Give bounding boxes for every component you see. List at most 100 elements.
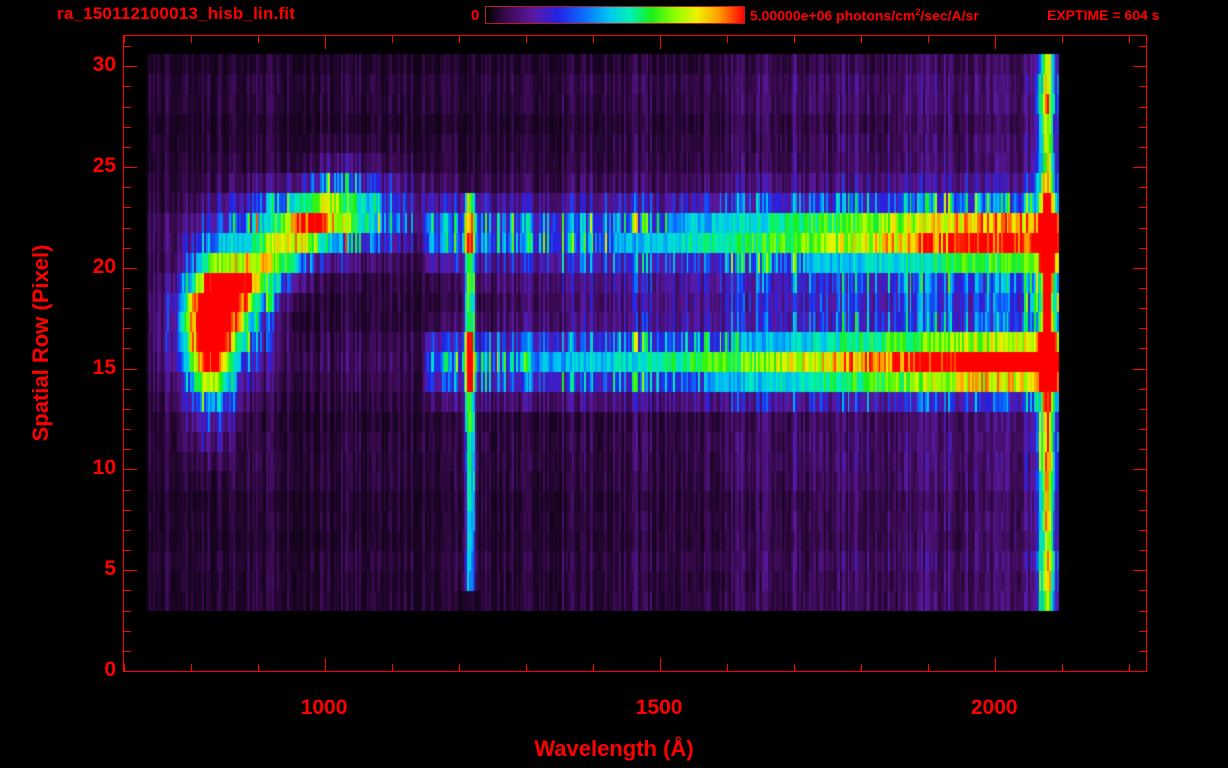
x-axis-tick-labels: 1000 1500 2000 (123, 697, 1147, 723)
x-tick-major-top (325, 36, 327, 49)
y-tick-minor (124, 449, 131, 451)
y-tick-minor-right (1139, 247, 1146, 249)
y-tick-minor (124, 489, 131, 491)
y-tick-major-right (1133, 570, 1146, 572)
colorbar-units-post: /sec/A/sr (920, 7, 979, 24)
y-tick-minor (124, 328, 131, 330)
x-tick-minor (191, 664, 193, 671)
x-tick-minor-top (191, 36, 193, 43)
y-tick-minor-right (1139, 207, 1146, 209)
y-tick-minor-right (1139, 86, 1146, 88)
y-tick-major-right (1133, 469, 1146, 471)
y-tick-minor-right (1139, 529, 1146, 531)
spectrogram-image (124, 36, 1146, 671)
y-tick-minor (124, 509, 131, 511)
x-tick-minor (459, 664, 461, 671)
y-tick-minor (124, 46, 131, 48)
colorbar-min-label: 0 (471, 7, 480, 24)
y-tick-minor (124, 590, 131, 592)
y-tick-label: 30 (92, 53, 116, 77)
y-tick-label: 15 (92, 355, 116, 379)
y-tick-major (124, 267, 137, 269)
y-tick-minor (124, 106, 131, 108)
y-tick-major (124, 469, 137, 471)
y-tick-major (124, 570, 137, 572)
x-tick-minor-top (392, 36, 394, 43)
page-title: ra_150112100013_hisb_lin.fit (57, 4, 296, 23)
x-tick-minor (593, 664, 595, 671)
x-tick-minor-top (1062, 36, 1064, 43)
y-tick-major-right (1133, 368, 1146, 370)
x-tick-minor-top (1129, 36, 1131, 43)
y-tick-minor-right (1139, 590, 1146, 592)
x-tick-minor (124, 664, 125, 671)
y-tick-minor-right (1139, 187, 1146, 189)
y-tick-minor-right (1139, 408, 1146, 410)
y-tick-minor (124, 207, 131, 209)
y-tick-minor-right (1139, 146, 1146, 148)
x-tick-minor (861, 664, 863, 671)
exptime-label: EXPTIME = 604 s (1047, 7, 1160, 23)
y-tick-minor-right (1139, 106, 1146, 108)
colorbar-max-label: 5.00000e+06 photons/cm2/sec/A/sr (750, 7, 979, 24)
x-axis-title: Wavelength (Å) (534, 736, 694, 761)
y-tick-label: 20 (92, 254, 116, 278)
y-tick-major (124, 671, 137, 672)
y-tick-major (124, 167, 137, 169)
x-tick-label: 1000 (300, 696, 348, 719)
x-tick-minor (526, 664, 528, 671)
plot-frame (123, 35, 1147, 672)
y-tick-minor (124, 348, 131, 350)
y-tick-minor-right (1139, 650, 1146, 652)
y-tick-label: 0 (104, 658, 116, 681)
x-tick-minor-top (459, 36, 461, 43)
y-tick-minor (124, 388, 131, 390)
y-axis-title: Spatial Row (Pixel) (28, 244, 53, 442)
y-tick-minor (124, 529, 131, 531)
x-tick-major-top (995, 36, 997, 49)
x-tick-minor-top (794, 36, 796, 43)
x-tick-major-top (660, 36, 662, 49)
x-tick-minor-top (593, 36, 595, 43)
x-tick-minor-top (526, 36, 528, 43)
y-tick-minor (124, 227, 131, 229)
y-tick-label: 5 (104, 557, 116, 581)
y-tick-minor (124, 287, 131, 289)
x-tick-major (995, 658, 997, 671)
y-tick-minor-right (1139, 489, 1146, 491)
y-tick-minor (124, 630, 131, 632)
y-tick-minor-right (1139, 287, 1146, 289)
y-tick-minor (124, 408, 131, 410)
x-tick-major (660, 658, 662, 671)
y-tick-minor-right (1139, 348, 1146, 350)
y-tick-minor (124, 650, 131, 652)
colorbar (485, 6, 745, 24)
y-tick-minor-right (1139, 46, 1146, 48)
x-tick-minor (1129, 664, 1131, 671)
y-tick-major-right (1133, 66, 1146, 68)
y-tick-minor (124, 550, 131, 552)
x-tick-minor (258, 664, 260, 671)
x-tick-minor-top (861, 36, 863, 43)
colorbar-units-exponent: 2 (915, 7, 921, 17)
y-tick-major-right (1133, 167, 1146, 169)
y-tick-minor-right (1139, 388, 1146, 390)
y-tick-minor-right (1139, 328, 1146, 330)
y-tick-label: 25 (92, 154, 116, 178)
x-tick-minor (928, 664, 930, 671)
y-tick-minor-right (1139, 550, 1146, 552)
y-tick-minor (124, 86, 131, 88)
y-tick-minor-right (1139, 509, 1146, 511)
x-tick-major (325, 658, 327, 671)
y-tick-minor-right (1139, 227, 1146, 229)
x-tick-minor-top (727, 36, 729, 43)
y-tick-minor (124, 126, 131, 128)
y-tick-major (124, 368, 137, 370)
y-tick-label: 10 (92, 456, 116, 480)
y-tick-minor-right (1139, 630, 1146, 632)
y-tick-minor (124, 187, 131, 189)
colorbar-max-value: 5.00000e+06 (750, 7, 833, 24)
x-tick-minor (392, 664, 394, 671)
y-tick-minor-right (1139, 610, 1146, 612)
